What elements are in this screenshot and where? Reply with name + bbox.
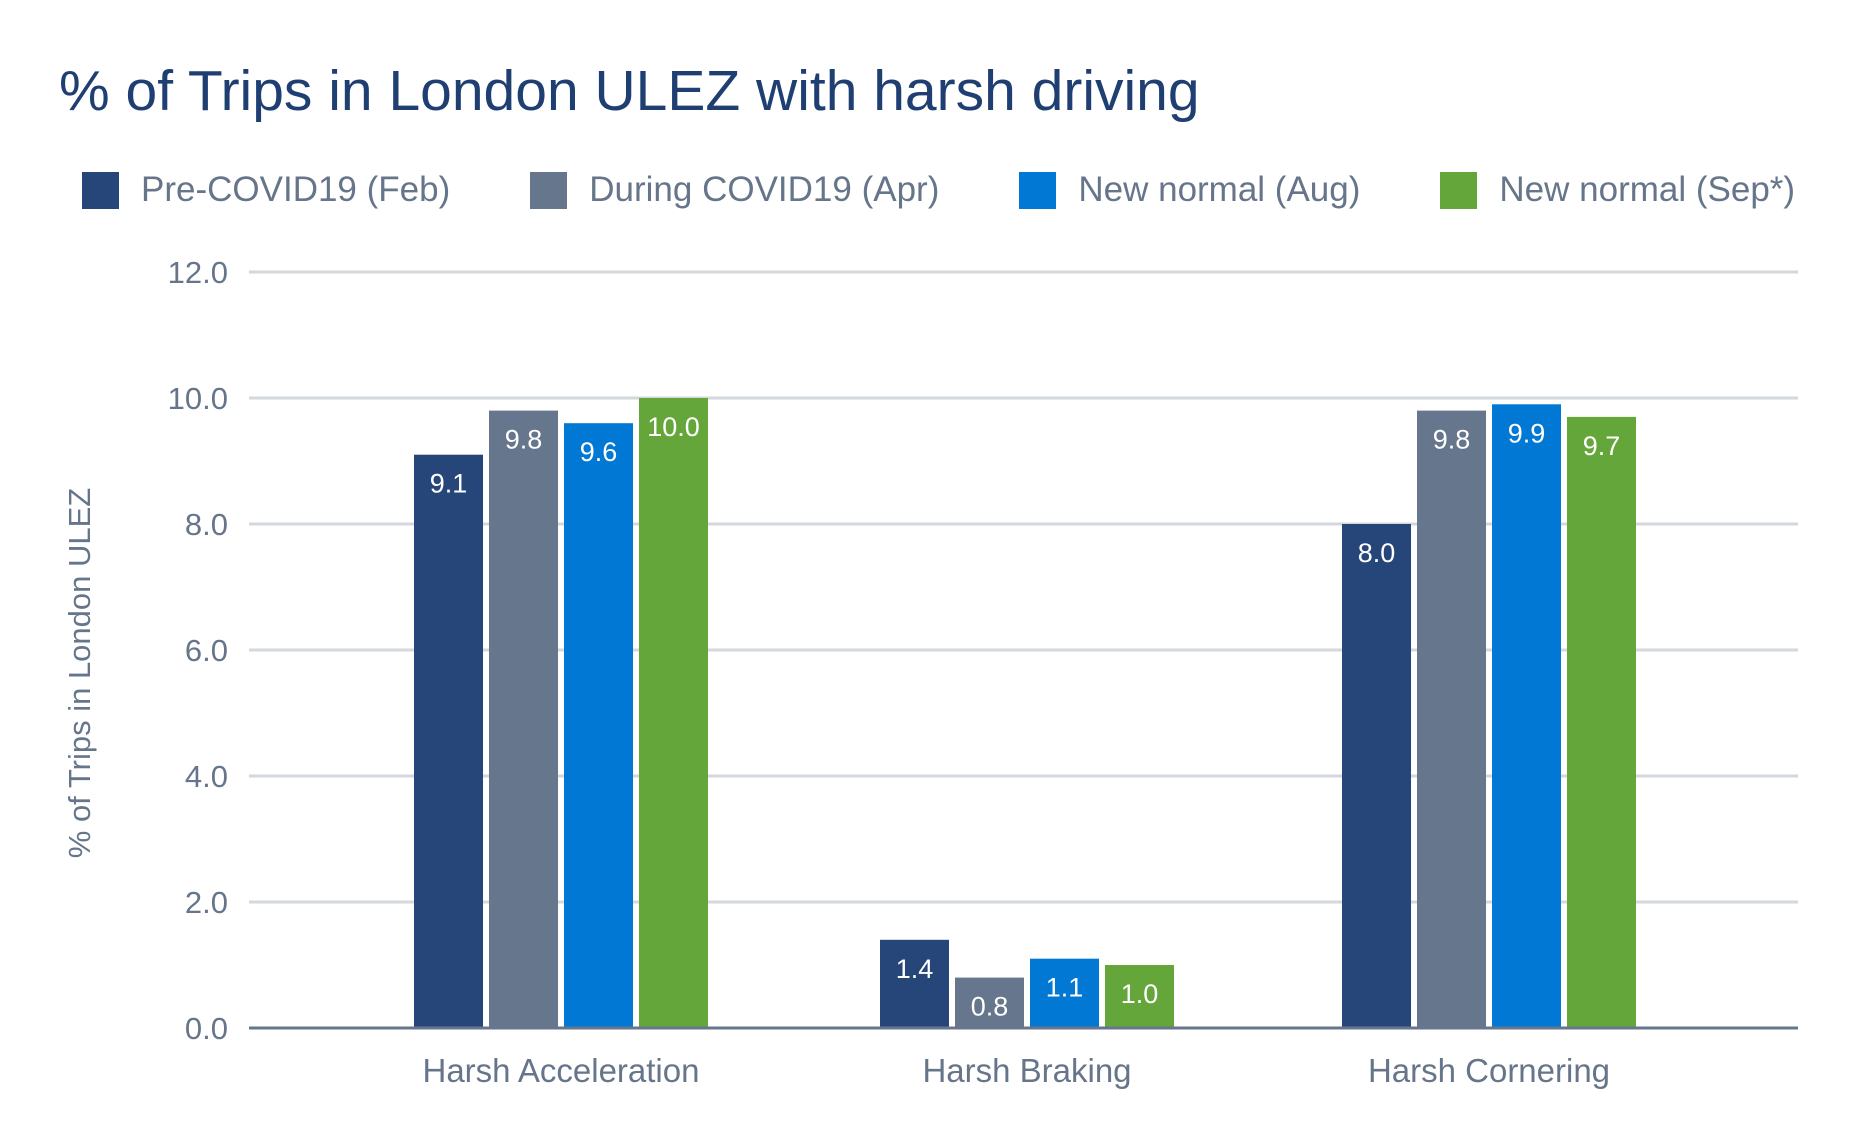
bar [1105, 965, 1174, 1028]
data-label: 9.1 [430, 469, 468, 499]
y-axis-label: % of Trips in London ULEZ [62, 488, 97, 858]
legend: Pre-COVID19 (Feb) During COVID19 (Apr) N… [82, 170, 1854, 210]
bar [1492, 404, 1561, 1028]
y-tick-label: 2.0 [185, 885, 228, 920]
bar [1567, 416, 1636, 1028]
data-label: 1.1 [1046, 973, 1084, 1003]
bar [1030, 958, 1099, 1028]
data-label: 8.0 [1358, 538, 1396, 568]
data-label: 1.0 [1121, 979, 1159, 1009]
legend-label: During COVID19 (Apr) [589, 170, 940, 209]
legend-swatch [1019, 171, 1057, 209]
legend-swatch [530, 171, 568, 209]
bar [639, 398, 708, 1028]
data-label: 9.6 [580, 437, 618, 467]
legend-item: New normal (Aug) [1019, 170, 1360, 210]
chart-title: % of Trips in London ULEZ with harsh dri… [59, 59, 1200, 123]
bar [880, 939, 949, 1028]
data-label: 1.4 [896, 954, 934, 984]
data-label: 9.8 [1433, 425, 1471, 455]
bar [1342, 524, 1411, 1028]
data-label: 0.8 [971, 992, 1009, 1022]
y-tick-label: 6.0 [185, 633, 228, 668]
x-tick-label: Harsh Cornering [1368, 1052, 1610, 1089]
x-tick-label: Harsh Braking [922, 1052, 1131, 1089]
y-tick-label: 0.0 [185, 1011, 228, 1046]
data-label: 10.0 [647, 412, 700, 442]
bar [414, 454, 483, 1028]
y-tick-label: 12.0 [168, 255, 228, 290]
bar [489, 410, 558, 1029]
y-tick-label: 10.0 [168, 381, 228, 416]
legend-item: During COVID19 (Apr) [530, 170, 939, 210]
legend-label: New normal (Sep*) [1499, 170, 1796, 209]
data-label: 9.7 [1583, 431, 1621, 461]
bar [955, 977, 1024, 1028]
x-tick-label: Harsh Acceleration [423, 1052, 700, 1089]
bar [1417, 410, 1486, 1029]
legend-swatch [1440, 171, 1478, 209]
data-label: 9.8 [505, 425, 543, 455]
legend-swatch [82, 171, 119, 209]
legend-label: New normal (Aug) [1078, 170, 1361, 209]
legend-label: Pre-COVID19 (Feb) [141, 170, 451, 209]
bar [564, 423, 633, 1028]
y-tick-label: 8.0 [185, 507, 228, 542]
y-tick-label: 4.0 [185, 759, 228, 794]
legend-item: New normal (Sep*) [1440, 170, 1795, 210]
legend-item: Pre-COVID19 (Feb) [82, 170, 450, 210]
data-label: 9.9 [1508, 418, 1546, 448]
